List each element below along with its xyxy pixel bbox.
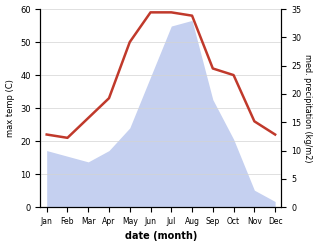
Y-axis label: med. precipitation (kg/m2): med. precipitation (kg/m2) <box>303 54 313 162</box>
Y-axis label: max temp (C): max temp (C) <box>5 79 15 137</box>
X-axis label: date (month): date (month) <box>125 231 197 242</box>
